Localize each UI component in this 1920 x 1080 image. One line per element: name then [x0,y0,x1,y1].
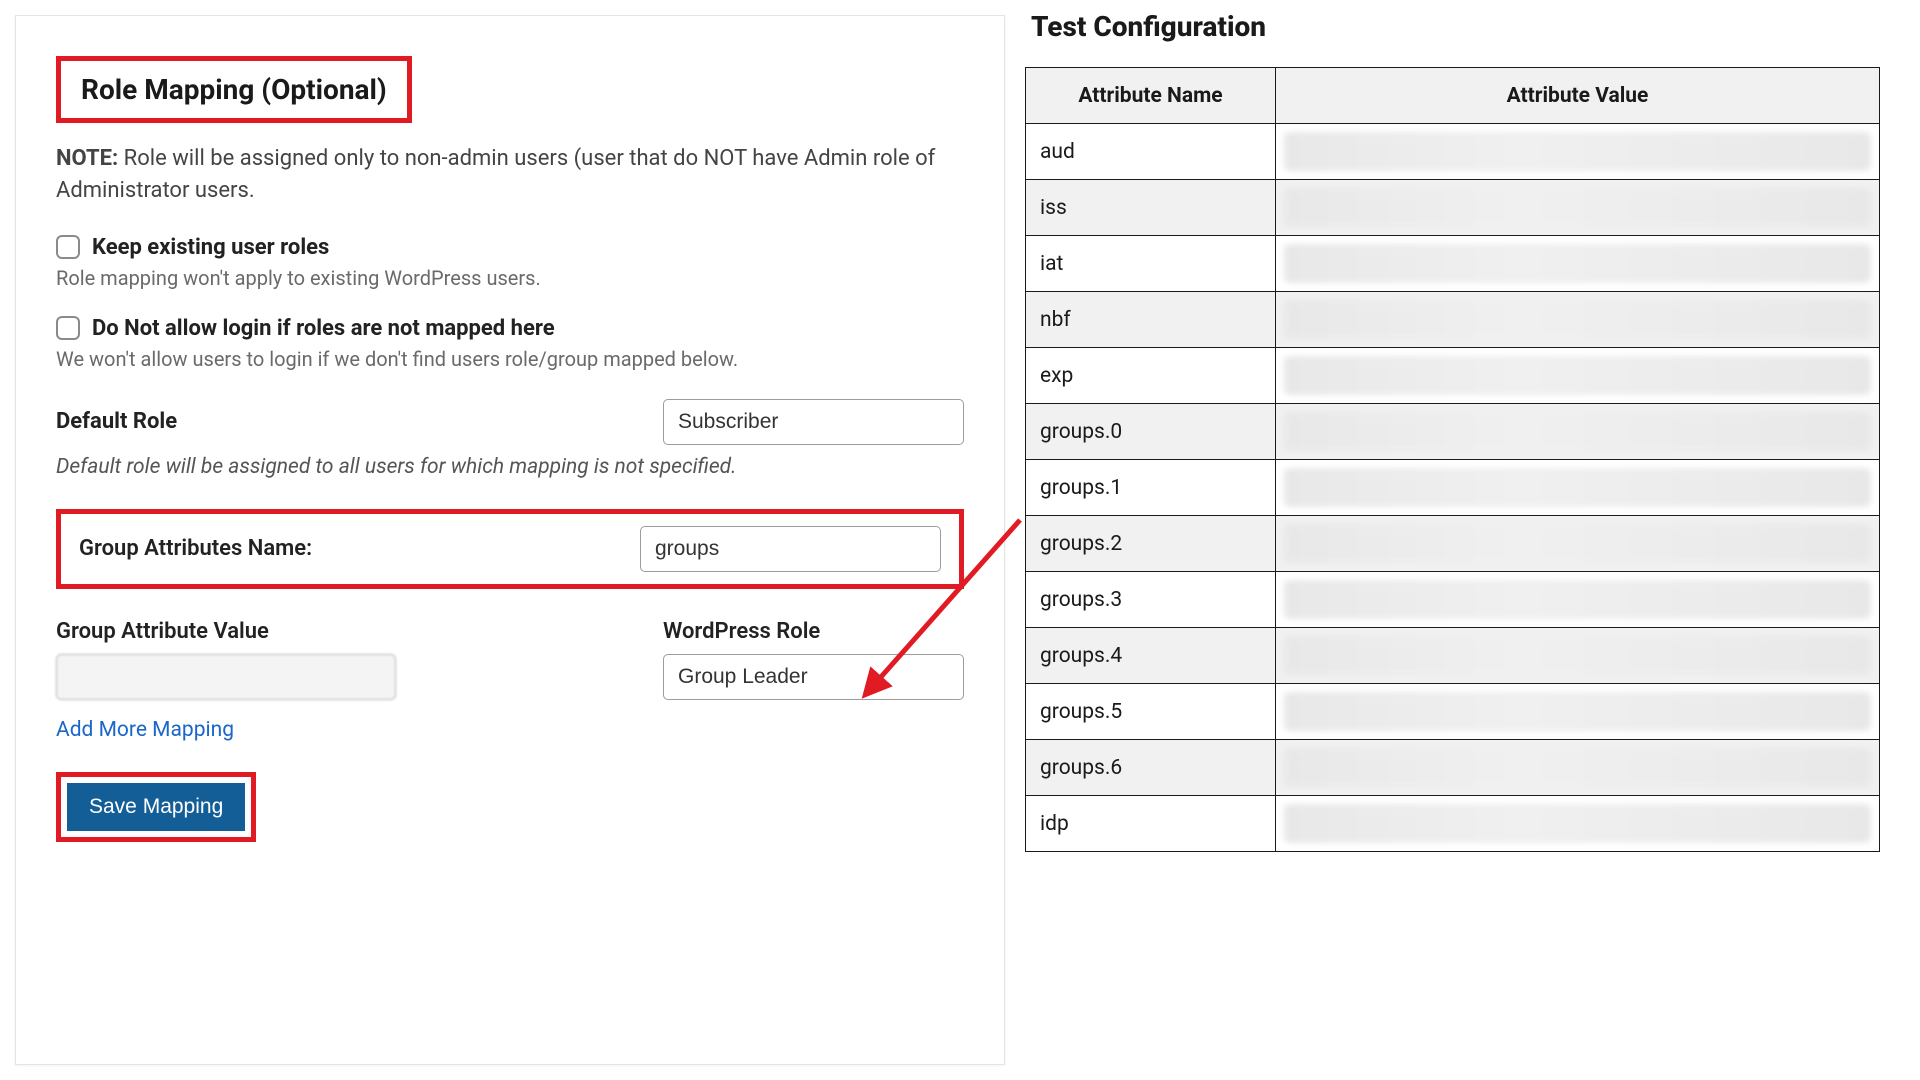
attr-name-cell: iat [1026,236,1276,292]
attr-value-cell [1276,292,1880,348]
attr-name-cell: groups.1 [1026,460,1276,516]
attributes-table: Attribute Name Attribute Value audissiat… [1025,67,1880,852]
table-row: iat [1026,236,1880,292]
table-row: nbf [1026,292,1880,348]
test-config-panel: Test Configuration Attribute Name Attrib… [1005,0,1910,1080]
deny-login-label: Do Not allow login if roles are not mapp… [92,316,555,341]
default-role-sub: Default role will be assigned to all use… [56,455,964,479]
group-attr-name-highlight-row: Group Attributes Name: [56,509,964,589]
wp-role-select[interactable] [663,654,964,700]
group-attr-name-input[interactable] [640,526,941,572]
attr-name-cell: groups.4 [1026,628,1276,684]
role-mapping-panel: Role Mapping (Optional) NOTE: Role will … [15,15,1005,1065]
keep-roles-checkbox[interactable] [56,235,80,259]
attr-value-cell [1276,236,1880,292]
default-role-select[interactable] [663,399,964,445]
group-attr-name-label: Group Attributes Name: [79,536,312,561]
deny-login-checkbox[interactable] [56,316,80,340]
deny-login-checkbox-row: Do Not allow login if roles are not mapp… [56,316,964,341]
test-config-title: Test Configuration [1031,10,1880,43]
attr-name-cell: exp [1026,348,1276,404]
table-row: aud [1026,124,1880,180]
table-row: groups.6 [1026,740,1880,796]
table-row: groups.5 [1026,684,1880,740]
attr-name-cell: iss [1026,180,1276,236]
attr-value-cell [1276,684,1880,740]
attr-name-cell: nbf [1026,292,1276,348]
add-more-mapping-link[interactable]: Add More Mapping [56,718,964,742]
keep-roles-desc: Role mapping won't apply to existing Wor… [56,266,964,290]
section-title: Role Mapping (Optional) [81,73,387,106]
group-attr-value-label: Group Attribute Value [56,619,396,644]
wp-role-label: WordPress Role [663,619,964,644]
default-role-row: Default Role [56,399,964,445]
table-row: idp [1026,796,1880,852]
attr-value-cell [1276,572,1880,628]
default-role-label: Default Role [56,409,177,434]
attr-name-cell: groups.6 [1026,740,1276,796]
mapping-row: Group Attribute Value WordPress Role [56,619,964,700]
table-row: groups.0 [1026,404,1880,460]
keep-roles-label: Keep existing user roles [92,235,329,260]
attr-value-cell [1276,124,1880,180]
attr-name-cell: aud [1026,124,1276,180]
attr-value-cell [1276,460,1880,516]
table-row: groups.1 [1026,460,1880,516]
note-text: NOTE: Role will be assigned only to non-… [56,143,964,207]
note-body: Role will be assigned only to non-admin … [56,146,935,203]
note-label: NOTE: [56,146,118,171]
attr-name-cell: groups.2 [1026,516,1276,572]
col-attribute-value: Attribute Value [1276,68,1880,124]
save-mapping-button[interactable]: Save Mapping [67,783,245,831]
attr-value-cell [1276,348,1880,404]
attr-value-cell [1276,180,1880,236]
table-row: groups.4 [1026,628,1880,684]
attr-name-cell: groups.0 [1026,404,1276,460]
attr-name-cell: groups.5 [1026,684,1276,740]
attr-value-cell [1276,796,1880,852]
deny-login-desc: We won't allow users to login if we don'… [56,347,964,371]
section-title-highlight-box: Role Mapping (Optional) [56,56,412,123]
col-attribute-name: Attribute Name [1026,68,1276,124]
attr-name-cell: idp [1026,796,1276,852]
attr-value-cell [1276,628,1880,684]
attr-value-cell [1276,740,1880,796]
table-row: exp [1026,348,1880,404]
attr-value-cell [1276,404,1880,460]
keep-roles-checkbox-row: Keep existing user roles [56,235,964,260]
attr-name-cell: groups.3 [1026,572,1276,628]
table-row: iss [1026,180,1880,236]
table-row: groups.3 [1026,572,1880,628]
save-button-highlight-box: Save Mapping [56,772,256,842]
table-row: groups.2 [1026,516,1880,572]
group-attr-value-input[interactable] [56,654,396,700]
attr-value-cell [1276,516,1880,572]
